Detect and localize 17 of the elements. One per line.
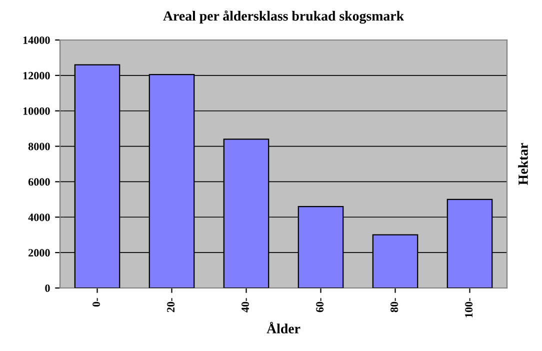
x-tick-label: 60- xyxy=(316,298,324,312)
x-tick-label: 0- xyxy=(92,298,100,307)
y-tick-label: 10000 xyxy=(23,107,50,115)
y-axis-title: Hektar xyxy=(518,143,528,185)
y-tick-label: 12000 xyxy=(23,72,50,80)
x-tick-label: 40- xyxy=(242,298,250,312)
x-axis-title: Ålder xyxy=(266,322,300,334)
y-tick-label: 14000 xyxy=(23,36,50,44)
y-tick-label: 8000 xyxy=(28,142,50,150)
y-tick-label: 4000 xyxy=(28,214,50,222)
x-tick-label: 80- xyxy=(390,298,398,312)
y-tick-label: 0 xyxy=(45,284,50,292)
x-tick-label: 20- xyxy=(167,298,175,312)
chart-title: Areal per åldersklass brukad skogsmark xyxy=(163,10,404,24)
x-tick-label: 100- xyxy=(465,298,473,318)
y-tick-label: 6000 xyxy=(28,178,50,186)
y-tick-label: 2000 xyxy=(28,249,50,257)
